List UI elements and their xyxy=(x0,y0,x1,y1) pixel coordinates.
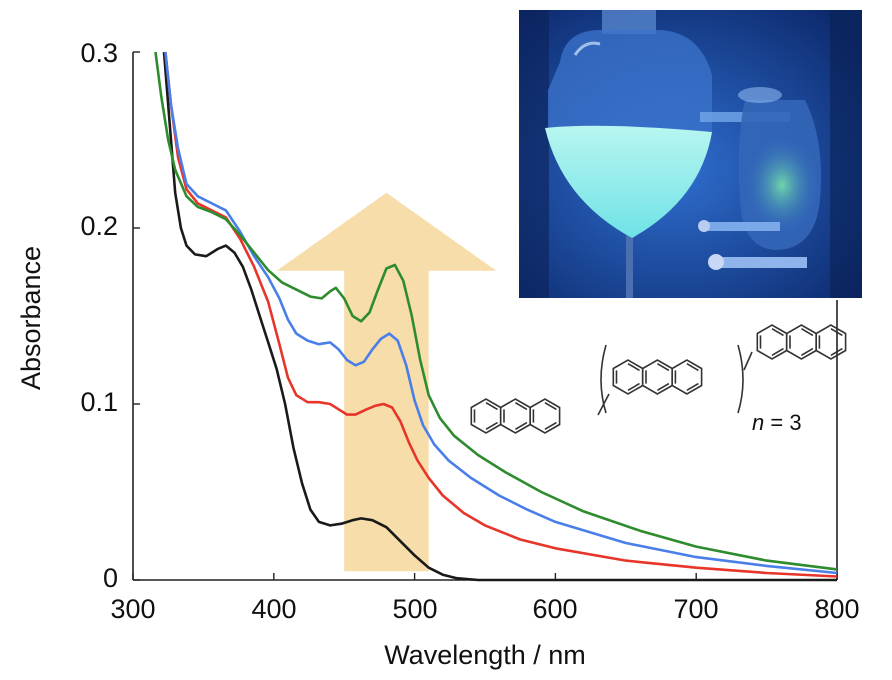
anthracene-left-ring-3 xyxy=(529,398,561,434)
anthracene-left-ring-2-double-bond xyxy=(514,402,528,411)
anthracene-left-ring-2 xyxy=(499,398,532,434)
anthracene-right-ring-3-double-bond xyxy=(830,328,843,337)
anthracene-middle-ring-2 xyxy=(641,359,674,395)
y-tick-label-0.2: 0.2 xyxy=(80,211,118,241)
anthracene-left-ring-1 xyxy=(470,398,502,434)
anthracene-right-ring-3-double-bond xyxy=(830,347,843,356)
anthracene-left-ring-2-double-bond xyxy=(514,421,528,430)
y-axis-title: Absorbance xyxy=(16,246,46,390)
anthracene-right-ring-1-double-bond xyxy=(771,328,784,337)
anthracene-middle-ring-1-double-bond xyxy=(627,382,640,391)
series-line-1 xyxy=(162,51,837,582)
anthracene-right-ring-2-double-bond xyxy=(800,328,814,337)
x-tick-label-500: 500 xyxy=(392,594,437,624)
x-tick-label-800: 800 xyxy=(814,594,859,624)
series-line-2 xyxy=(164,51,838,578)
x-tick-label-700: 700 xyxy=(673,594,718,624)
anthracene-right-ring-2-double-bond xyxy=(800,347,814,356)
series-line-4 xyxy=(154,51,838,571)
increase-arrow xyxy=(276,192,497,572)
anthracene-middle-ring-3-double-bond xyxy=(686,382,699,391)
repeat-count-label: n = 3 xyxy=(752,410,802,435)
anthracene-right-ring-1-double-bond xyxy=(771,347,784,356)
x-tick-label-400: 400 xyxy=(251,594,296,624)
x-tick-label-600: 600 xyxy=(532,594,577,624)
anthracene-right-ring-2 xyxy=(785,324,818,360)
repeat-bracket-left xyxy=(600,344,607,414)
anthracene-middle-ring-3 xyxy=(671,359,703,395)
flask-photo-inset xyxy=(519,10,862,298)
molecule-structure: n = 3 xyxy=(470,324,847,435)
y-tick-label-0.3: 0.3 xyxy=(80,38,118,68)
anthracene-right-ring-1 xyxy=(756,324,788,360)
anthracene-left-ring-3-double-bond xyxy=(544,402,557,411)
x-axis-title: Wavelength / nm xyxy=(384,640,586,670)
y-tick-label-0.1: 0.1 xyxy=(80,387,118,417)
anthracene-left-ring-1-double-bond xyxy=(485,421,498,430)
anthracene-left-ring-3-double-bond xyxy=(544,421,557,430)
anthracene-left-ring-1-double-bond xyxy=(485,402,498,411)
x-tick-label-300: 300 xyxy=(110,594,155,624)
anthracene-middle-ring-1-double-bond xyxy=(627,363,640,372)
series-line-3 xyxy=(164,51,838,575)
anthracene-middle-ring-1 xyxy=(612,359,644,395)
anthracene-middle-ring-2-double-bond xyxy=(656,363,670,372)
repeat-bracket-right xyxy=(737,344,744,414)
anthracene-middle-ring-3-double-bond xyxy=(686,363,699,372)
anthracene-right-ring-3 xyxy=(815,324,847,360)
y-tick-label-0: 0 xyxy=(103,563,118,593)
anthracene-middle-ring-2-double-bond xyxy=(656,382,670,391)
